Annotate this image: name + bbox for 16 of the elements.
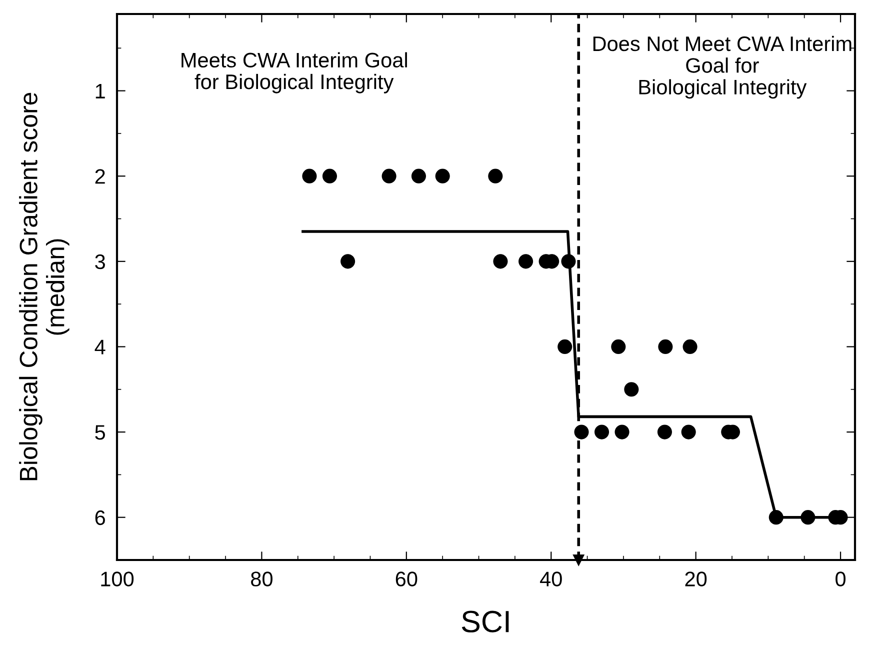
y-tick-label: 4: [94, 340, 106, 354]
y-tick-label: 3: [95, 254, 105, 270]
x-tick-label: 100: [101, 572, 134, 586]
annotation: Does Not Meet CWA Interim Goal for Biological Integrity: [593, 36, 852, 99]
x-tick-label: 0: [836, 572, 846, 586]
x-tick-label: 60: [396, 572, 418, 586]
x-tick-label: 40: [540, 572, 562, 586]
x-tick-label: 80: [251, 572, 272, 586]
x-axis-title: SCI: [462, 610, 509, 632]
annotation: Meets CWA Interim Goal for Biological Integrity: [182, 52, 407, 94]
y-tick-label: 6: [95, 510, 105, 526]
y-tick-label: 1: [96, 84, 105, 98]
x-tick-label: 20: [685, 572, 707, 586]
y-axis-title: Biological Condition Gradient score (median): [19, 92, 70, 480]
y-tick-label: 5: [95, 425, 106, 440]
y-tick-label: 2: [95, 169, 105, 184]
